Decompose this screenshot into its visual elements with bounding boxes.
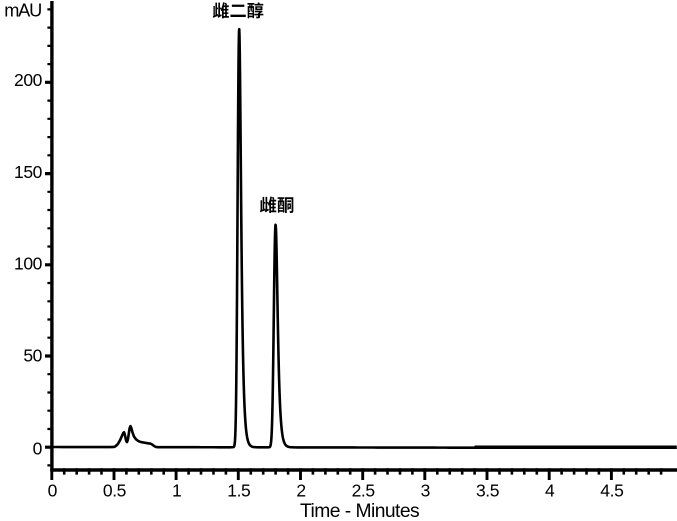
- svg-text:200: 200: [14, 70, 43, 90]
- svg-text:3.5: 3.5: [476, 481, 499, 501]
- svg-text:1: 1: [172, 481, 181, 501]
- svg-text:mAU: mAU: [4, 0, 41, 20]
- svg-text:0.5: 0.5: [103, 481, 126, 501]
- svg-text:150: 150: [14, 162, 43, 182]
- svg-text:0: 0: [48, 481, 58, 501]
- svg-text:0: 0: [33, 439, 43, 459]
- svg-text:2: 2: [296, 481, 305, 501]
- svg-text:4.5: 4.5: [600, 481, 623, 501]
- svg-text:100: 100: [14, 254, 43, 274]
- svg-text:Time - Minutes: Time - Minutes: [300, 501, 419, 521]
- svg-text:4: 4: [545, 481, 555, 501]
- svg-text:2.5: 2.5: [352, 481, 375, 501]
- svg-text:3: 3: [421, 481, 430, 501]
- svg-text:50: 50: [23, 345, 42, 365]
- svg-text:1.5: 1.5: [227, 481, 250, 501]
